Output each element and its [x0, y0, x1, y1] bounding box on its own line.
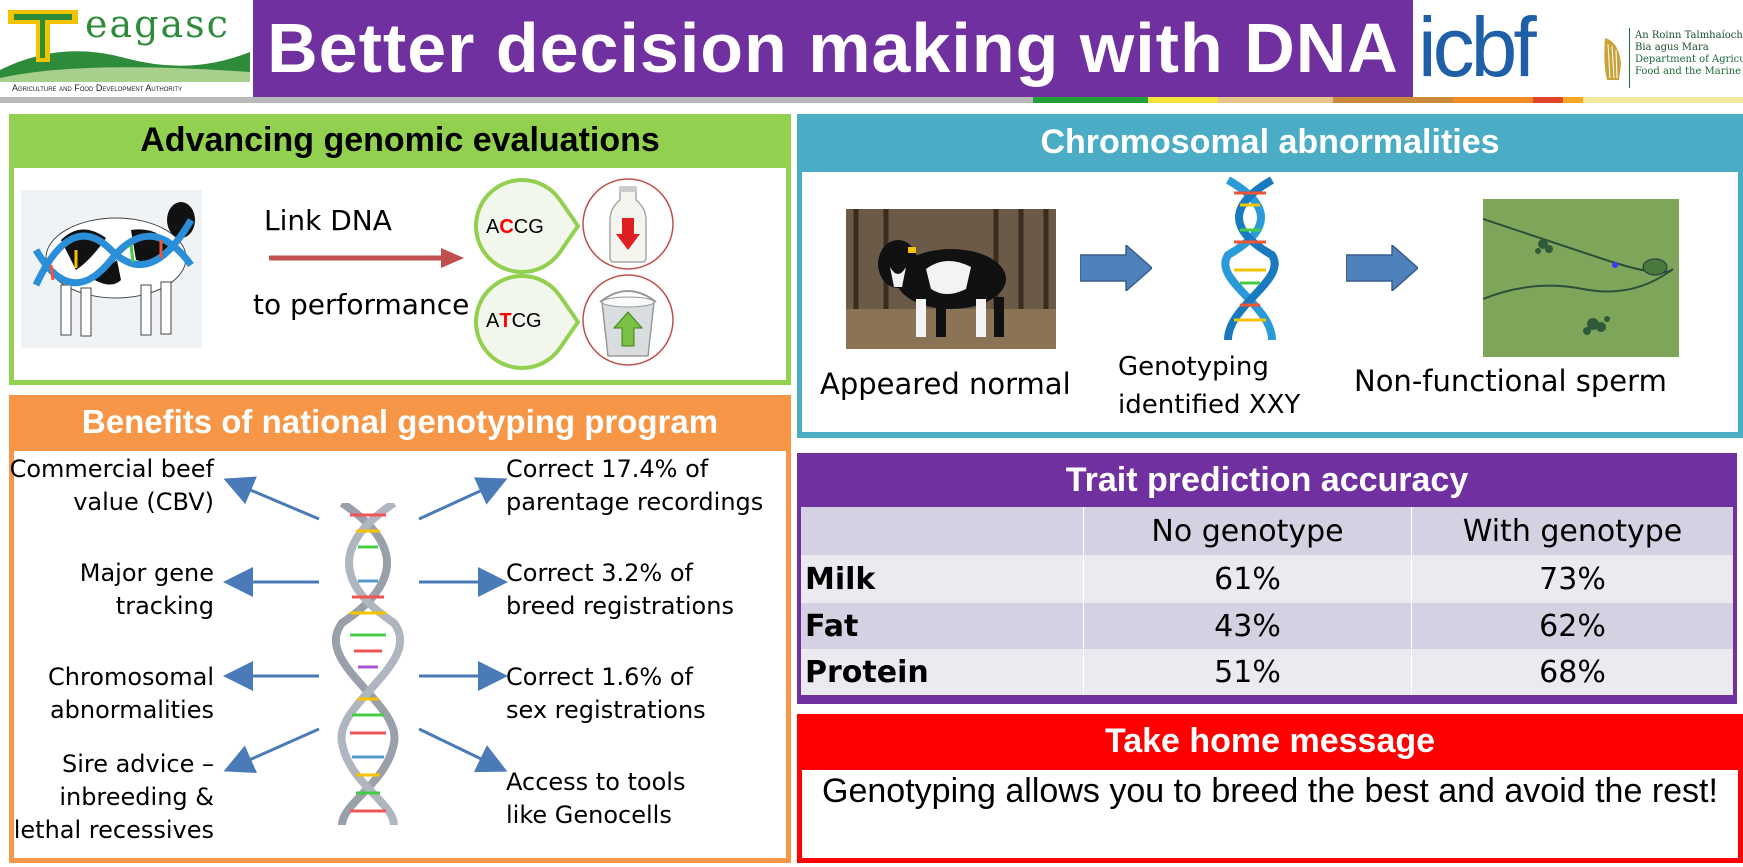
- trait-header-row: No genotype With genotype: [801, 507, 1733, 555]
- benefit-parentage: Correct 17.4% of parentage recordings: [506, 455, 764, 516]
- xxy-line: identified XXY: [1118, 390, 1301, 420]
- page-title: Better decision making with DNA: [253, 0, 1413, 97]
- trait-header-with-genotype: With genotype: [1462, 513, 1683, 549]
- trait-section: Trait prediction accuracy No genotype Wi…: [797, 453, 1737, 704]
- teagasc-wordmark: eagasc: [85, 2, 230, 46]
- benefits-dna-icon: [332, 503, 404, 825]
- benefit-breed: Correct 3.2% of breed registrations: [506, 559, 734, 620]
- sperm-micrograph: [1483, 199, 1679, 357]
- trait-table-wrap: No genotype With genotype Milk 61% 73% F…: [801, 507, 1733, 699]
- takehome-heading: Take home message: [1104, 722, 1436, 760]
- dept-irish-line2: Bia agus Mara: [1635, 42, 1709, 53]
- table-row: Milk 61% 73%: [801, 555, 1733, 603]
- sequence-bubble-1: [474, 177, 581, 275]
- takehome-message: Genotyping allows you to breed the best …: [822, 772, 1718, 810]
- dept-english-line2: Food and the Marine: [1635, 66, 1742, 77]
- header-stripe-red: [1533, 97, 1563, 103]
- genomic-heading: Advancing genomic evaluations: [140, 121, 660, 159]
- chromosomal-section: Chromosomal abnormalities: [797, 114, 1743, 438]
- seq1-snp: C: [499, 216, 514, 238]
- genotyping-line: Genotyping: [1118, 352, 1269, 382]
- arrow-sire-advice: [223, 727, 320, 773]
- trait-name: Fat: [801, 603, 1084, 649]
- dept-english-line1: Department of Agriculture,: [1635, 54, 1743, 65]
- seq1-pre: A: [486, 216, 500, 238]
- teagasc-logo: eagasc Agriculture and Food Development …: [0, 0, 250, 97]
- benefit-chromosomal: Chromosomal abnormalities: [48, 663, 214, 724]
- trait-name: Protein: [801, 649, 1084, 695]
- table-row: Fat 43% 62%: [801, 603, 1733, 649]
- flow-arrow-1-icon: [1080, 245, 1152, 291]
- benefit-sex: Correct 1.6% of sex registrations: [506, 663, 706, 724]
- genotyping-xxy-text: Genotyping identified XXY: [1118, 348, 1300, 424]
- trait-no-genotype-value: 61%: [1083, 555, 1412, 603]
- header-stripe-tan: [1218, 97, 1333, 103]
- calf-photo: [846, 209, 1056, 349]
- department-logo: An Roinn Talmhaíochta, Bia agus Mara Dep…: [1597, 24, 1743, 94]
- arrow-cbv: [223, 476, 320, 521]
- teagasc-tagline: Agriculture and Food Development Authori…: [12, 83, 183, 93]
- trait-no-genotype-value: 51%: [1083, 649, 1412, 695]
- sequence-bubble-2: [474, 273, 581, 371]
- trait-with-genotype-value: 62%: [1539, 608, 1606, 644]
- seq2-post: CG: [511, 310, 542, 332]
- trait-with-genotype-value: 73%: [1539, 561, 1606, 597]
- takehome-section: Take home message Genotyping allows you …: [797, 714, 1743, 863]
- trait-table: No genotype With genotype Milk 61% 73% F…: [801, 507, 1733, 695]
- chromosomal-heading: Chromosomal abnormalities: [1040, 123, 1500, 161]
- benefits-section: Benefits of national genotyping program: [9, 395, 791, 863]
- takehome-panel: Genotyping allows you to breed the best …: [802, 770, 1738, 858]
- performance-text: to performance: [253, 288, 470, 321]
- trait-header-no-genotype: No genotype: [1083, 507, 1412, 555]
- harp-icon: [1604, 38, 1621, 80]
- dna-helix-icon: [1221, 176, 1279, 341]
- sequence-atcg: ATCG: [486, 310, 542, 333]
- dept-irish-line1: An Roinn Talmhaíochta,: [1635, 30, 1743, 41]
- trait-heading: Trait prediction accuracy: [1065, 461, 1469, 499]
- benefits-heading: Benefits of national genotyping program: [81, 403, 719, 440]
- header-stripe-amber: [1563, 97, 1583, 103]
- benefit-tools: Access to tools like Genocells: [506, 768, 686, 829]
- header-stripe-brown: [1333, 97, 1453, 103]
- link-arrow-icon: [269, 248, 464, 268]
- trait-with-genotype-value: 68%: [1539, 654, 1606, 690]
- benefit-sire-advice: Sire advice – inbreeding & lethal recess…: [13, 750, 214, 844]
- appeared-normal-text: Appeared normal: [820, 367, 1071, 401]
- flow-arrow-2-icon: [1346, 245, 1418, 291]
- sequence-accg: ACCG: [486, 216, 544, 239]
- milk-bucket-up-icon: [582, 274, 674, 366]
- header-divider: [0, 97, 1033, 103]
- benefits-arrows: [223, 476, 508, 773]
- chromosomal-panel: Appeared normal Genotyping identified XX…: [802, 172, 1738, 432]
- header-stripe-orange: [1453, 97, 1533, 103]
- header-stripe-green: [1033, 97, 1148, 103]
- icbf-logo: icbf: [1418, 0, 1537, 94]
- benefit-cbv: Commercial beef value (CBV): [9, 455, 214, 516]
- milk-bottle-down-icon: [582, 178, 674, 270]
- trait-no-genotype-value: 43%: [1083, 603, 1412, 649]
- seq2-pre: A: [486, 310, 500, 332]
- genomic-panel: Link DNA to performance ACCG ATCG: [14, 168, 786, 380]
- seq2-snp: T: [499, 310, 512, 332]
- seq1-post: CG: [513, 216, 544, 238]
- arrow-tools: [418, 727, 508, 773]
- trait-header-empty: [801, 507, 1084, 555]
- header-stripe-yellow: [1148, 97, 1218, 103]
- header-stripe-light: [1583, 97, 1743, 103]
- trait-name: Milk: [801, 555, 1084, 603]
- benefit-gene-tracking: Major gene tracking: [79, 559, 214, 620]
- table-row: Protein 51% 68%: [801, 649, 1733, 695]
- arrow-parentage: [418, 477, 508, 521]
- benefits-panel: Commercial beef value (CBV) Major gene t…: [10, 451, 786, 858]
- genomic-section: Advancing genomic evaluations: [9, 114, 791, 385]
- non-functional-sperm-text: Non-functional sperm: [1354, 364, 1667, 398]
- link-dna-text: Link DNA: [264, 204, 392, 237]
- cow-dna-image: [21, 190, 202, 348]
- teagasc-logo-graphic: [0, 10, 250, 82]
